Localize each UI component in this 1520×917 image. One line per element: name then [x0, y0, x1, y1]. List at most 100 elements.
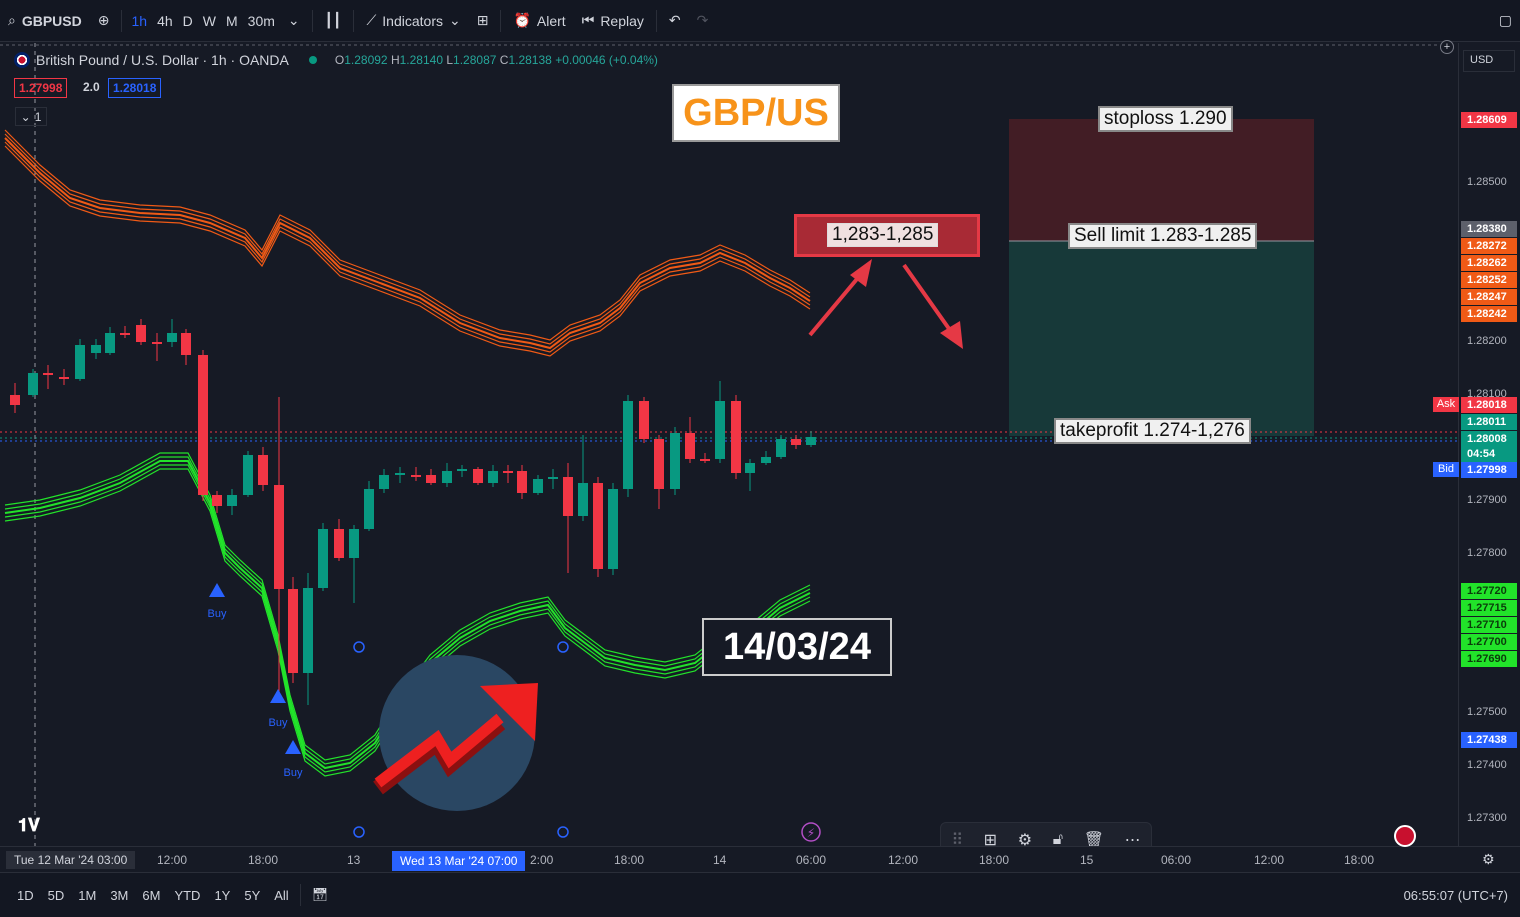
template-grid-icon[interactable]: ⊞: [983, 832, 998, 849]
us-flag-event-icon[interactable]: [1394, 825, 1416, 847]
redo-button[interactable]: ↷: [689, 0, 717, 41]
candle-body: [28, 373, 38, 395]
interval-1h[interactable]: 1h: [131, 12, 148, 29]
time-axis[interactable]: 12:00 18:00 13 2:00 18:00 14 06:00 12:00 18:00 15…: [0, 825, 1520, 872]
compare-button[interactable]: ⊕: [90, 0, 118, 41]
alert-label: Alert: [536, 12, 566, 29]
replay-label: Replay: [600, 12, 644, 29]
buy-price-button[interactable]: 1.28018: [108, 78, 162, 98]
legend-title[interactable]: British Pound / U.S. Dollar · 1h · OANDA: [36, 52, 289, 68]
high-value: 1.28140: [399, 53, 444, 67]
square-icon: ▢: [1498, 12, 1512, 28]
unlock-icon[interactable]: 🔓︎: [1052, 831, 1064, 848]
close-label: C: [499, 53, 509, 67]
time-tick-label: 15: [1080, 853, 1094, 867]
range-all[interactable]: All: [274, 887, 289, 903]
range-1d[interactable]: 1D: [17, 887, 34, 903]
price-tag-label: 04:54: [1461, 446, 1517, 462]
candle-body: [91, 345, 101, 353]
trash-icon[interactable]: 🗑︎: [1083, 832, 1105, 849]
chevron-down-icon: ⌄: [20, 109, 31, 124]
range-1m[interactable]: 1M: [78, 887, 97, 903]
time-tick-label: 06:00: [1161, 853, 1192, 867]
interval-d[interactable]: D: [182, 12, 193, 29]
rewind-icon: ⏮: [581, 12, 595, 28]
band-line: [4, 133, 811, 345]
candle-body: [517, 471, 527, 493]
sell-limit-label[interactable]: Sell limit 1.283-1.285: [1068, 223, 1258, 249]
time-tick-label: 12:00: [888, 853, 919, 867]
range-3m[interactable]: 3M: [110, 887, 129, 903]
chart-legend: British Pound / U.S. Dollar · 1h · OANDA…: [14, 52, 658, 68]
candle-body: [152, 342, 162, 344]
undo-button[interactable]: ↶: [661, 0, 689, 41]
settings-gear-icon[interactable]: ⚙: [1482, 851, 1495, 867]
event-circle-marker[interactable]: [557, 641, 569, 653]
candle-body: [411, 475, 421, 477]
buy-marker[interactable]: [285, 740, 301, 754]
time-tick-label: 18:00: [979, 853, 1010, 867]
range-ytd[interactable]: YTD: [174, 887, 201, 903]
range-5y[interactable]: 5Y: [244, 887, 261, 903]
annotation-date[interactable]: 14/03/24: [702, 618, 892, 676]
high-label: H: [390, 53, 400, 67]
stoploss-zone[interactable]: [1009, 119, 1314, 241]
replay-button[interactable]: ⏮ Replay: [574, 0, 652, 41]
candle-body: [379, 475, 389, 489]
clock-timezone[interactable]: 06:55:07 (UTC+7): [1403, 887, 1508, 903]
price-tag-label: 1.28609: [1461, 112, 1517, 128]
interval-30m[interactable]: 30m: [247, 12, 275, 29]
alarm-clock-icon: ⏰: [513, 12, 531, 28]
price-tag-label: 1.27710: [1461, 617, 1517, 633]
add-pane-plus-icon[interactable]: +: [1440, 40, 1454, 54]
buy-marker[interactable]: [270, 689, 286, 703]
interval-m[interactable]: M: [225, 12, 238, 29]
layouts-button[interactable]: ⊞: [469, 0, 497, 41]
fullscreen-button[interactable]: ▢: [1491, 0, 1520, 41]
candle-body: [639, 401, 649, 439]
interval-w[interactable]: W: [202, 12, 216, 29]
interval-dropdown-chevron-icon[interactable]: ⌄: [287, 12, 300, 28]
annotation-title[interactable]: GBP/US: [672, 84, 840, 142]
annotation-range-box[interactable]: 1,283-1,285: [794, 214, 980, 257]
chart-pane[interactable]: Buy Buy Buy ⚡ 𝟏𝐕: [0, 43, 1458, 846]
low-label: L: [446, 53, 454, 67]
arrow-down-line: [902, 263, 954, 335]
indicators-button[interactable]: ⟋ Indicators ⌄: [358, 0, 468, 41]
event-circle-marker[interactable]: [353, 826, 365, 838]
collapse-legend-button[interactable]: ⌄ 1: [15, 107, 47, 126]
time-tick-label: 13: [347, 853, 361, 867]
takeprofit-label[interactable]: takeprofit 1.274-1,276: [1054, 418, 1251, 444]
candle-body: [806, 437, 816, 445]
symbol-search[interactable]: ⌕ GBPUSD: [0, 0, 90, 41]
alert-button[interactable]: ⏰ Alert: [505, 0, 573, 41]
price-tag-label: 1.28247: [1461, 289, 1517, 305]
lightning-event-icon[interactable]: [801, 822, 821, 842]
separator: [353, 9, 355, 32]
range-1y[interactable]: 1Y: [214, 887, 231, 903]
currency-selector[interactable]: USD: [1463, 50, 1515, 72]
price-tick-label: 1.27300: [1467, 812, 1507, 824]
interval-4h[interactable]: 4h: [157, 12, 173, 29]
price-tag-label: 1.27998: [1461, 462, 1517, 478]
drag-handle-icon[interactable]: ⠿: [951, 832, 964, 849]
open-value: 1.28092: [344, 53, 388, 67]
tradingview-logo[interactable]: 𝟏𝐕: [18, 815, 40, 835]
range-5d[interactable]: 5D: [47, 887, 65, 903]
arrow-down-head: [940, 321, 963, 349]
stoploss-label[interactable]: stoploss 1.290: [1098, 106, 1233, 132]
price-axis[interactable]: USD 1.28500 1.28200 1.28100 1.27900 1.27800 1…: [1458, 43, 1520, 846]
settings-gear-icon[interactable]: ⚙: [1017, 832, 1033, 849]
buy-marker[interactable]: [209, 583, 225, 597]
candle-body: [303, 588, 313, 673]
sell-price-button[interactable]: 1.27998: [14, 78, 68, 98]
event-circle-marker[interactable]: [557, 826, 569, 838]
price-chart[interactable]: Buy Buy Buy ⚡: [0, 43, 1458, 846]
date-range-calendar-icon[interactable]: 📅︎: [311, 887, 329, 902]
chart-type-button[interactable]: ┃┃: [317, 0, 350, 41]
takeprofit-zone[interactable]: [1009, 241, 1314, 436]
range-6m[interactable]: 6M: [142, 887, 161, 903]
event-circle-marker[interactable]: [353, 641, 365, 653]
more-dots-icon[interactable]: ⋯: [1124, 832, 1141, 849]
candle-body: [715, 401, 725, 459]
